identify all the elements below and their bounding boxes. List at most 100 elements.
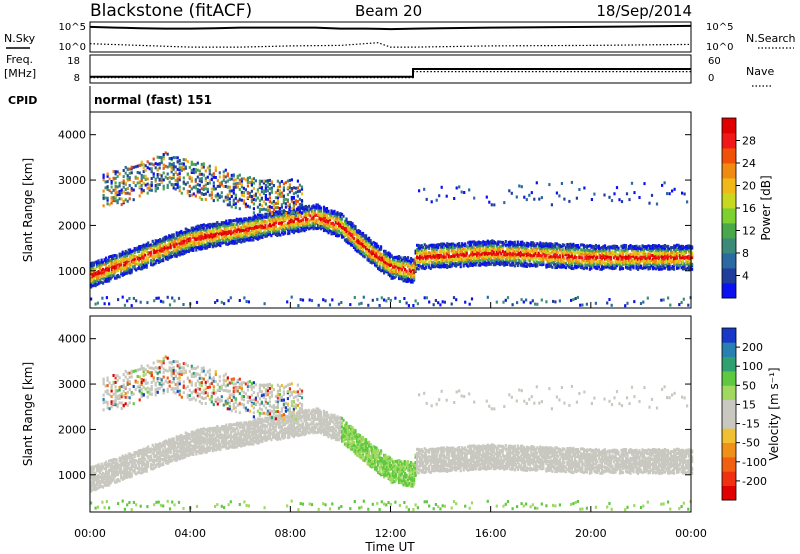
velocity-cell <box>120 476 123 480</box>
velocity-cell <box>102 475 105 479</box>
power-cell <box>383 253 386 257</box>
power-cell <box>539 258 542 262</box>
power-cell <box>292 192 295 196</box>
power-cell <box>214 222 217 226</box>
power-cell <box>115 276 118 280</box>
power-cell <box>380 269 383 273</box>
power-cell <box>437 243 440 247</box>
power-cell <box>371 249 374 253</box>
velocity-cell <box>120 470 123 474</box>
power-cell <box>336 222 339 226</box>
power-cell <box>477 252 480 256</box>
power-cell <box>657 257 661 260</box>
power-cell <box>638 253 641 257</box>
power-cell <box>183 243 186 247</box>
power-cell <box>369 243 372 247</box>
power-cell <box>374 256 377 260</box>
power-cell <box>128 297 131 300</box>
power-cell <box>186 189 189 193</box>
power-cell <box>485 261 488 265</box>
power-cell <box>387 297 390 300</box>
power-cell <box>268 182 271 186</box>
power-cell <box>165 252 168 256</box>
power-cell <box>202 245 205 249</box>
power-cell <box>154 186 157 190</box>
power-cell <box>486 251 489 255</box>
power-cell <box>111 256 114 260</box>
power-cell <box>670 248 673 252</box>
velocity-cell <box>106 462 109 466</box>
power-cell <box>174 237 177 240</box>
power-cell <box>434 299 437 302</box>
power-cell <box>510 191 513 195</box>
power-cell <box>192 230 195 234</box>
power-cell <box>183 230 186 234</box>
power-cell <box>624 256 628 260</box>
power-cell <box>470 297 474 301</box>
power-cell <box>371 261 374 265</box>
power-cell <box>530 191 533 195</box>
power-cell <box>593 265 596 269</box>
power-cell <box>327 220 330 224</box>
power-cell <box>294 224 297 228</box>
power-cell <box>118 181 121 185</box>
power-cell <box>432 265 435 269</box>
power-cell <box>661 183 664 187</box>
power-cell <box>474 252 477 256</box>
power-cell <box>345 217 348 221</box>
power-cell <box>635 247 638 251</box>
power-cell <box>159 243 162 247</box>
power-cell <box>642 300 645 304</box>
power-cell <box>310 221 314 225</box>
velocity-cell <box>108 472 111 476</box>
power-cell <box>626 248 629 251</box>
power-cell <box>298 189 301 193</box>
power-cell <box>169 234 172 238</box>
power-cell <box>546 243 549 247</box>
power-scatter <box>90 151 694 308</box>
power-cell <box>170 170 173 174</box>
power-cell <box>91 275 94 279</box>
power-cell <box>468 243 471 247</box>
power-cell <box>445 194 448 198</box>
power-cell <box>428 254 431 258</box>
power-cell <box>278 181 281 185</box>
power-cell <box>234 241 237 245</box>
velocity-cell <box>96 475 99 479</box>
velocity-cell <box>112 458 115 462</box>
power-cell <box>97 276 100 280</box>
power-cell <box>112 254 115 258</box>
power-cell <box>112 170 115 173</box>
power-cell <box>102 193 105 197</box>
power-cell <box>378 247 381 251</box>
power-cell <box>102 274 105 278</box>
power-cell <box>177 240 180 244</box>
power-cell <box>485 255 488 259</box>
power-cell <box>150 188 153 192</box>
power-cell <box>453 259 456 263</box>
power-cell <box>192 226 195 230</box>
power-cell <box>114 176 117 180</box>
power-cell <box>226 185 229 189</box>
power-cell <box>321 225 324 228</box>
power-cell <box>618 198 621 202</box>
power-cell <box>309 214 312 218</box>
power-cell <box>525 244 528 247</box>
power-cell <box>371 298 374 302</box>
power-cell <box>602 249 605 252</box>
power-cell <box>582 267 585 271</box>
power-cell <box>282 198 285 202</box>
power-cell <box>521 253 524 257</box>
power-cell <box>246 226 249 229</box>
power-cell <box>548 257 551 261</box>
power-cell <box>482 255 485 259</box>
power-cell <box>511 303 514 307</box>
power-cell <box>163 247 166 251</box>
power-cell <box>165 244 168 248</box>
power-cell <box>345 232 348 236</box>
power-cell <box>312 227 315 231</box>
power-cell <box>362 234 365 238</box>
power-cell <box>644 246 647 250</box>
power-cell <box>271 222 274 226</box>
power-cell <box>468 263 471 267</box>
